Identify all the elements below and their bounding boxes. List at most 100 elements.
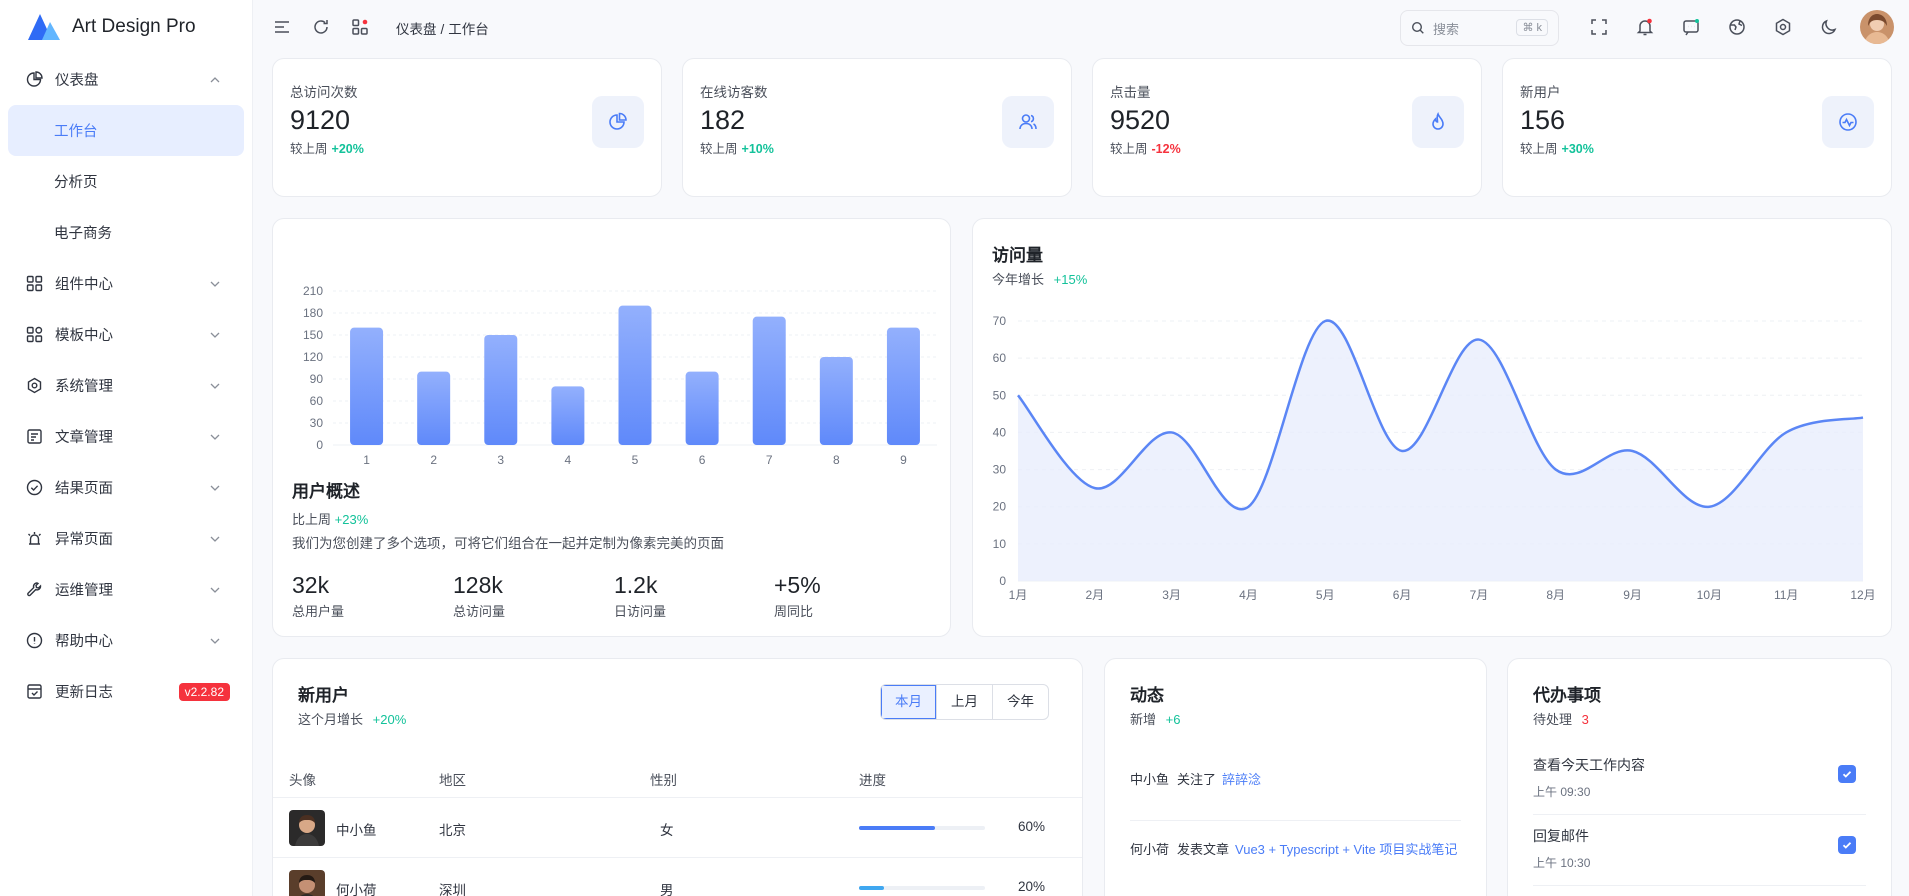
sidebar-item-articles[interactable]: 文章管理: [8, 411, 244, 462]
tab-last-month[interactable]: 上月: [936, 685, 992, 719]
users-icon: [1002, 96, 1054, 148]
activity-link[interactable]: 誶誶淰: [1222, 772, 1262, 787]
search-input[interactable]: 搜索 ⌘ k: [1400, 10, 1559, 46]
settings-icon: [25, 377, 43, 395]
x-tick-label: 6: [699, 453, 706, 467]
bar: [886, 327, 920, 445]
tab-this-month[interactable]: 本月: [881, 685, 936, 719]
stat-label: 总访问次数: [290, 85, 358, 100]
sidebar-item-exceptions[interactable]: 异常页面: [8, 513, 244, 564]
moon-icon[interactable]: [1819, 17, 1839, 37]
logo[interactable]: Art Design Pro: [0, 0, 252, 54]
bell-icon[interactable]: [1635, 17, 1655, 37]
bar: [484, 335, 518, 445]
stat-compare-label: 较上周: [1520, 142, 1558, 156]
breadcrumb-item[interactable]: 仪表盘: [396, 22, 437, 37]
chevron-down-icon: [210, 281, 220, 287]
y-tick-label: 90: [310, 372, 324, 386]
language-icon[interactable]: [1727, 17, 1747, 37]
x-tick-label: 11月: [1774, 588, 1798, 602]
todo-item-time: 上午 10:30: [1533, 856, 1591, 870]
table-row[interactable]: 何小荷 深圳 男 20%: [273, 857, 1082, 896]
y-tick-label: 70: [993, 314, 1007, 328]
activity-action: 关注了: [1177, 772, 1217, 787]
stat-label: 点击量: [1110, 85, 1151, 100]
user-avatar[interactable]: [1860, 10, 1894, 44]
apps-icon[interactable]: [350, 17, 370, 37]
activity-action: 发表文章: [1177, 842, 1230, 857]
overview-metric: +5% 周同比: [774, 572, 821, 620]
todo-checkbox[interactable]: [1838, 765, 1856, 783]
line-chart: 0 10 20 30 40 50 60 70 1月 2月 3月 4月 5月 6月 7月 8月 9月 10月 11月 1…: [993, 314, 1876, 602]
todo-sub-label: 待处理: [1533, 712, 1573, 727]
new-users-pct: +20%: [372, 712, 407, 727]
x-tick-label: 7月: [1470, 588, 1489, 602]
sidebar-item-analysis[interactable]: 分析页: [8, 156, 244, 207]
check-icon: [1842, 842, 1852, 849]
settings-icon[interactable]: [1773, 17, 1793, 37]
x-tick-label: 5月: [1316, 588, 1335, 602]
stat-value: 9120: [290, 105, 351, 135]
chevron-up-icon: [210, 76, 220, 82]
sidebar-item-system[interactable]: 系统管理: [8, 360, 244, 411]
sidebar-item-workbench[interactable]: 工作台: [8, 105, 244, 156]
activity-item[interactable]: 何小荷 发表文章 Vue3 + Typescript + Vite 项目实战笔记: [1130, 839, 1461, 858]
user-name: 何小荷: [336, 883, 377, 896]
refresh-icon[interactable]: [311, 17, 331, 37]
sidebar-item-label: 更新日志: [55, 685, 113, 701]
overview-metric: 128k 总访问量: [453, 572, 505, 620]
stat-value: 182: [700, 105, 746, 135]
todo-title: 代办事项: [1533, 686, 1601, 705]
tab-this-year[interactable]: 今年: [992, 685, 1048, 719]
y-tick-label: 210: [303, 284, 323, 298]
sidebar-item-results[interactable]: 结果页面: [8, 462, 244, 513]
fullscreen-icon[interactable]: [1589, 17, 1609, 37]
table-row[interactable]: 中小鱼 北京 女 60%: [273, 797, 1082, 857]
menu-fold-icon[interactable]: [272, 17, 292, 37]
activity-count: +6: [1165, 712, 1181, 727]
sidebar-item-label: 工作台: [54, 124, 98, 140]
y-tick-label: 60: [993, 351, 1007, 365]
check-circle-icon: [25, 479, 43, 497]
sidebar-item-ops[interactable]: 运维管理: [8, 564, 244, 615]
user-region: 深圳: [439, 883, 466, 896]
sidebar-item-ecommerce[interactable]: 电子商务: [8, 207, 244, 258]
sidebar-item-label: 文章管理: [55, 430, 113, 446]
overview-metric: 32k 总用户量: [292, 572, 344, 620]
activity-item[interactable]: 中小鱼 关注了 誶誶淰: [1130, 769, 1461, 821]
todo-checkbox[interactable]: [1838, 836, 1856, 854]
todo-card: 代办事项 待处理 3 查看今天工作内容 上午 09:30 回复邮件 上午 10:…: [1507, 658, 1892, 896]
activity-icon: [1822, 96, 1874, 148]
x-tick-label: 4: [565, 453, 572, 467]
x-tick-label: 8月: [1546, 588, 1565, 602]
activity-link[interactable]: Vue3 + Typescript + Vite 项目实战笔记: [1235, 842, 1458, 857]
sidebar-item-templates[interactable]: 模板中心: [8, 309, 244, 360]
todo-item[interactable]: 查看今天工作内容 上午 09:30: [1533, 755, 1866, 815]
chat-icon[interactable]: [1681, 17, 1701, 37]
sidebar-item-changelog[interactable]: 更新日志 v2.2.82: [8, 666, 244, 717]
y-tick-label: 0: [316, 438, 323, 452]
user-gender: 女: [660, 823, 674, 838]
new-users-sub: 这个月增长 +20%: [298, 709, 406, 728]
progress-bar: [859, 826, 985, 830]
sidebar-item-components[interactable]: 组件中心: [8, 258, 244, 309]
logo-icon: [28, 14, 60, 40]
bar: [819, 357, 853, 445]
x-tick-label: 2月: [1085, 588, 1104, 602]
todo-item[interactable]: 回复邮件 上午 10:30: [1533, 826, 1866, 886]
chevron-down-icon: [210, 587, 220, 593]
sidebar-menu: 仪表盘 工作台 分析页 电子商务 组件中心 模板中心 系统管理 文章管理 结: [0, 54, 252, 717]
metric-value: 128k: [453, 572, 503, 598]
sidebar-item-dashboard[interactable]: 仪表盘: [8, 54, 244, 105]
stat-compare: 较上周 -12%: [1110, 138, 1181, 157]
x-tick-label: 9: [900, 453, 907, 467]
activity-title: 动态: [1130, 686, 1164, 705]
info-icon: [25, 632, 43, 650]
stat-card: 总访问次数 9120 较上周 +20%: [272, 58, 662, 197]
stat-pct: +20%: [331, 142, 364, 156]
breadcrumb: 仪表盘 / 工作台: [396, 22, 489, 37]
x-tick-label: 9月: [1623, 588, 1642, 602]
column-header: 性别: [650, 773, 677, 788]
topbar: 仪表盘 / 工作台 搜索 ⌘ k: [254, 0, 1909, 54]
sidebar-item-help[interactable]: 帮助中心: [8, 615, 244, 666]
